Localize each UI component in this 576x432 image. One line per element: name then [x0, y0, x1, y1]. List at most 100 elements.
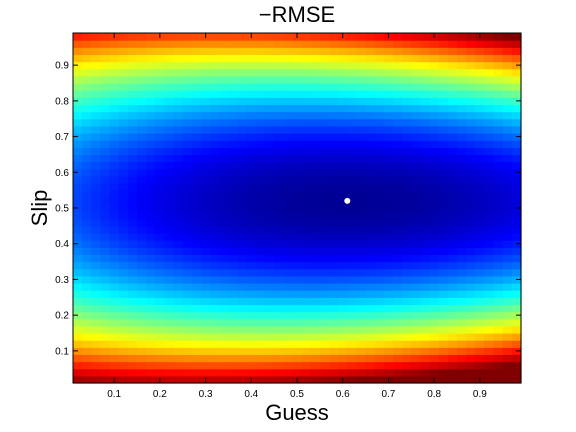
heatmap-cell [100, 197, 111, 206]
heatmap-cell [173, 368, 184, 377]
heatmap-cell [201, 140, 211, 148]
heatmap-cell [191, 140, 202, 148]
heatmap-cell [164, 68, 175, 77]
heatmap-cell [457, 218, 467, 227]
heatmap-cell [146, 118, 156, 127]
heatmap-cell [146, 111, 156, 120]
heatmap-cell [210, 140, 220, 148]
heatmap-cell [301, 54, 312, 63]
heatmap-cell [310, 68, 321, 77]
heatmap-cell [237, 375, 248, 384]
heatmap-cell [292, 147, 303, 156]
heatmap-cell [228, 133, 239, 141]
heatmap-cell [347, 218, 358, 227]
heatmap-cell [173, 247, 184, 256]
heatmap-cell [82, 125, 92, 134]
heatmap-cell [502, 240, 513, 248]
heatmap-cell [493, 375, 504, 384]
heatmap-cell [237, 218, 248, 227]
heatmap-cell [146, 375, 156, 384]
heatmap-cell [457, 161, 467, 170]
heatmap-cell [219, 190, 230, 198]
heatmap-cell [146, 33, 156, 41]
heatmap-cell [73, 154, 83, 163]
heatmap-cell [511, 75, 522, 84]
heatmap-cell [210, 254, 220, 263]
heatmap-cell [82, 61, 92, 70]
heatmap-cell [118, 168, 129, 177]
heatmap-cell [127, 354, 138, 363]
heatmap-cell [201, 311, 211, 320]
heatmap-cell [402, 325, 412, 334]
heatmap-cell [493, 197, 504, 206]
heatmap-cell [347, 183, 358, 191]
heatmap-cell [301, 297, 312, 306]
heatmap-cell [191, 161, 202, 170]
heatmap-cell [182, 97, 193, 106]
heatmap-cell [255, 347, 266, 356]
heatmap-cell [173, 183, 184, 191]
heatmap-cell [447, 333, 458, 341]
heatmap-cell [146, 54, 156, 63]
heatmap-cell [338, 111, 348, 120]
heatmap-cell [155, 368, 166, 377]
heatmap-cell [73, 247, 83, 256]
heatmap-cell [118, 61, 129, 70]
heatmap-cell [365, 197, 376, 206]
heatmap-cell [319, 190, 330, 198]
heatmap-cell [365, 33, 376, 41]
heatmap-cell [402, 33, 412, 41]
heatmap-cell [393, 333, 403, 341]
heatmap-cell [301, 33, 312, 41]
heatmap-cell [292, 75, 303, 84]
heatmap-cell [411, 90, 422, 98]
heatmap-cell [109, 190, 120, 198]
heatmap-cell [265, 290, 275, 298]
heatmap-cell [356, 283, 367, 291]
heatmap-cell [109, 233, 120, 241]
heatmap-cell [475, 211, 486, 220]
heatmap-cell [82, 261, 92, 270]
heatmap-cell [191, 183, 202, 191]
heatmap-cell [356, 333, 367, 341]
heatmap-cell [347, 304, 358, 313]
heatmap-cell [146, 254, 156, 263]
heatmap-cell [374, 247, 385, 256]
heatmap-cell [219, 261, 230, 270]
heatmap-cell [402, 275, 412, 284]
heatmap-cell [493, 183, 504, 191]
heatmap-cell [274, 347, 284, 356]
heatmap-cell [356, 68, 367, 77]
heatmap-cell [411, 254, 422, 263]
heatmap-cell [356, 133, 367, 141]
heatmap-cell [466, 218, 476, 227]
heatmap-cell [365, 233, 376, 241]
heatmap-cell [475, 240, 486, 248]
heatmap-cell [438, 247, 449, 256]
heatmap-cell [511, 154, 522, 163]
heatmap-cell [191, 61, 202, 70]
heatmap-cell [191, 325, 202, 334]
heatmap-cell [118, 268, 129, 277]
heatmap-cell [457, 375, 467, 384]
heatmap-cell [411, 161, 422, 170]
heatmap-cell [411, 190, 422, 198]
heatmap-cell [402, 311, 412, 320]
heatmap-cell [383, 104, 394, 113]
heatmap-cell [457, 118, 467, 127]
heatmap-cell [484, 318, 495, 327]
heatmap-cell [329, 340, 339, 348]
heatmap-cell [210, 211, 220, 220]
heatmap-cell [265, 175, 275, 184]
heatmap-cell [255, 311, 266, 320]
heatmap-cell [438, 97, 449, 106]
heatmap-cell [73, 304, 83, 313]
heatmap-cell [237, 283, 248, 291]
heatmap-cell [438, 268, 449, 277]
heatmap-cell [402, 375, 412, 384]
heatmap-cell [100, 168, 111, 177]
heatmap-cell [374, 225, 385, 234]
heatmap-cell [246, 75, 257, 84]
heatmap-cell [127, 211, 138, 220]
heatmap-cell [91, 354, 102, 363]
